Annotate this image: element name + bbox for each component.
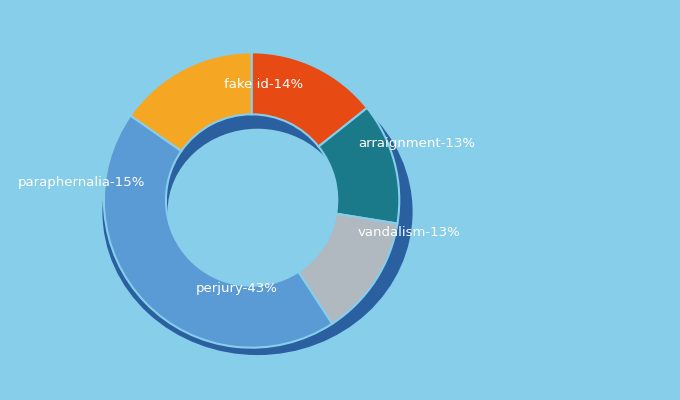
Ellipse shape xyxy=(103,68,413,355)
Wedge shape xyxy=(131,52,252,151)
Wedge shape xyxy=(318,108,399,224)
Text: fake id-14%: fake id-14% xyxy=(224,78,303,91)
Text: arraignment-13%: arraignment-13% xyxy=(358,137,475,150)
Ellipse shape xyxy=(167,129,347,295)
Wedge shape xyxy=(104,116,332,348)
Text: vandalism-13%: vandalism-13% xyxy=(358,226,460,239)
Text: perjury-43%: perjury-43% xyxy=(196,282,277,295)
Text: paraphernalia-15%: paraphernalia-15% xyxy=(18,176,146,189)
Wedge shape xyxy=(299,214,397,324)
Wedge shape xyxy=(252,52,367,146)
